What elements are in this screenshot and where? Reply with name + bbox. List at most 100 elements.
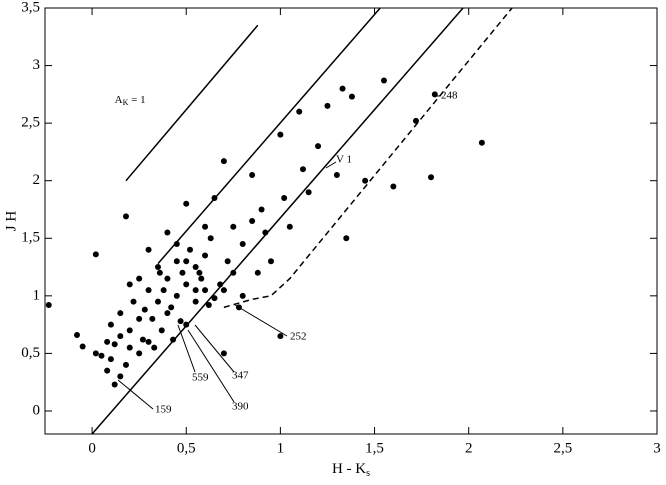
point [173, 258, 180, 265]
point [170, 336, 177, 343]
point [136, 315, 143, 322]
point [324, 102, 331, 109]
plot-frame [44, 7, 658, 435]
point [92, 350, 99, 357]
annotation: 252 [290, 331, 307, 343]
point [154, 264, 161, 271]
point [107, 321, 114, 328]
y-tick-label: 1,5 [21, 230, 40, 246]
point [179, 269, 186, 276]
point [117, 333, 124, 340]
point [478, 139, 485, 146]
point [168, 304, 175, 311]
point [111, 381, 118, 388]
leader-line [117, 379, 154, 410]
x-tick-label: 1,5 [365, 440, 384, 456]
point [205, 302, 212, 309]
point [164, 275, 171, 282]
x-axis-label: H - Ks [332, 461, 370, 479]
point [254, 269, 261, 276]
point [158, 327, 165, 334]
point [211, 295, 218, 302]
x-tick-label: 3 [653, 440, 661, 456]
annotation: 347 [232, 370, 249, 382]
point [98, 352, 105, 359]
point [258, 206, 265, 213]
point [104, 338, 111, 345]
point [299, 166, 306, 173]
point [390, 183, 397, 190]
point [92, 251, 99, 258]
point [196, 269, 203, 276]
ak-rest: = 1 [128, 94, 145, 106]
point [348, 93, 355, 100]
point [202, 252, 209, 259]
point [145, 246, 152, 253]
y-tick-label: 2,5 [21, 115, 40, 131]
point [45, 302, 52, 309]
y-tick-label: 2 [33, 172, 41, 188]
x-tick-label: 2,5 [553, 440, 572, 456]
point [249, 171, 256, 178]
point [296, 108, 303, 115]
annotation: 248 [441, 90, 458, 102]
point [117, 373, 124, 380]
annotation: 159 [155, 404, 172, 416]
point [186, 246, 193, 253]
point [281, 194, 288, 201]
point [192, 264, 199, 271]
point [145, 287, 152, 294]
point [267, 258, 274, 265]
leader-line [234, 304, 288, 337]
y-tick-label: 0 [33, 402, 41, 418]
point [177, 318, 184, 325]
point [315, 143, 322, 150]
x-label-main: H - K [332, 461, 366, 477]
point [220, 158, 227, 165]
y-axis-label: J H [3, 211, 19, 232]
x-tick-label: 0,5 [177, 440, 196, 456]
point [122, 361, 129, 368]
leader-line [325, 161, 337, 169]
point [277, 333, 284, 340]
leader-line [177, 324, 196, 373]
point [202, 223, 209, 230]
point [207, 235, 214, 242]
ak-sub: K [123, 98, 129, 107]
point [220, 287, 227, 294]
point [126, 344, 133, 351]
point [286, 223, 293, 230]
y-tick-label: 3,5 [21, 0, 40, 15]
point [428, 174, 435, 181]
line [125, 24, 259, 182]
x-tick-label: 0 [88, 440, 96, 456]
leader-line [187, 329, 235, 403]
y-tick-label: 0,5 [21, 345, 40, 361]
point [380, 77, 387, 84]
annotation: 559 [192, 372, 209, 384]
line [157, 7, 381, 265]
ak-main: A [115, 94, 123, 106]
point [136, 275, 143, 282]
point [139, 336, 146, 343]
point [239, 241, 246, 248]
point [136, 350, 143, 357]
point [230, 223, 237, 230]
point [151, 344, 158, 351]
y-tick-label: 1 [33, 287, 41, 303]
point [192, 287, 199, 294]
line [223, 7, 513, 309]
point [333, 171, 340, 178]
point [117, 310, 124, 317]
point [249, 218, 256, 224]
point [79, 343, 86, 350]
point [164, 229, 171, 236]
point [111, 341, 118, 348]
point [173, 292, 180, 299]
point [107, 356, 114, 363]
point [126, 327, 133, 334]
point [224, 258, 231, 265]
point [183, 281, 190, 288]
